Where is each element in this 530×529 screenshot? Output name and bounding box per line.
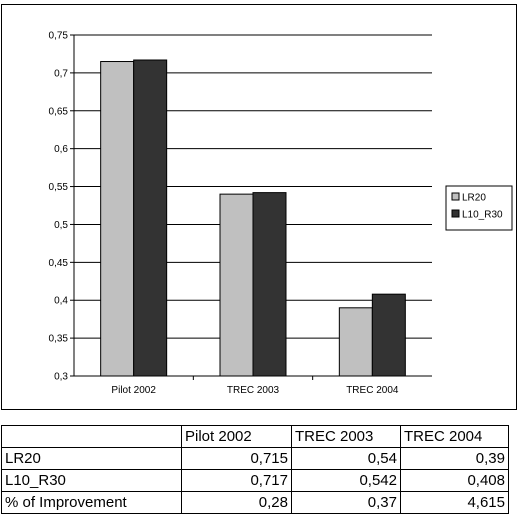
bar-lr20 [219, 193, 254, 377]
x-tick-label: TREC 2003 [227, 385, 280, 396]
table-header-cell: Pilot 2002 [181, 425, 292, 448]
y-tick-label: 0,7 [54, 68, 68, 79]
y-tick-label: 0,75 [49, 31, 69, 42]
table-row: LR20 0,715 0,54 0,39 [1, 447, 509, 470]
legend-swatch [451, 192, 460, 201]
legend-label: L10_R30 [462, 210, 503, 221]
bar-chart: 0,3 0,35 0,4 0,45 0,5 0,55 0,6 0,65 0,7 0,75 Pilot… [49, 31, 513, 396]
table-row: L10_R30 0,717 0,542 0,408 [1, 469, 509, 492]
legend-label: LR20 [462, 193, 486, 204]
table-cell: 0,28 [181, 491, 292, 514]
table-cell: 0,54 [291, 447, 401, 470]
chart-container: 0,3 0,35 0,4 0,45 0,5 0,55 0,6 0,65 0,7 0,75 Pilot… [1, 4, 517, 410]
table-cell: 0,39 [400, 447, 509, 470]
y-tick-label: 0,6 [54, 144, 68, 155]
table-header-cell [1, 425, 182, 448]
table-row: % of Improvement 0,28 0,37 4,615 [1, 491, 509, 514]
table-cell: 0,715 [181, 447, 292, 470]
y-tick-label: 0,3 [54, 372, 68, 383]
y-tick-label: 0,65 [49, 106, 69, 117]
bar-l10-r30 [371, 293, 406, 377]
y-tick-label: 0,5 [54, 220, 68, 231]
y-tick-label: 0,55 [49, 182, 69, 193]
x-tick-label: TREC 2004 [346, 385, 399, 396]
y-tick-label: 0,45 [49, 258, 69, 269]
table-header-row: Pilot 2002 TREC 2003 TREC 2004 [1, 425, 509, 448]
y-tick-label: 0,4 [54, 296, 68, 307]
table-row-label: LR20 [1, 447, 182, 470]
table-header-cell: TREC 2003 [291, 425, 401, 448]
bar-l10-r30 [252, 192, 287, 377]
legend-swatch [451, 209, 460, 218]
bar-lr20 [100, 61, 135, 377]
table-cell: 0,408 [400, 469, 509, 492]
table-cell: 0,717 [181, 469, 292, 492]
table-cell: 0,37 [291, 491, 401, 514]
table-cell: 0,542 [291, 469, 401, 492]
y-tick-label: 0,35 [49, 334, 69, 345]
table-header-cell: TREC 2004 [400, 425, 509, 448]
legend: LR20 L10_R30 [445, 185, 513, 231]
bar-lr20 [338, 307, 373, 377]
data-table: Pilot 2002 TREC 2003 TREC 2004 LR20 0,71… [1, 425, 509, 514]
table-cell: 4,615 [400, 491, 509, 514]
bar-l10-r30 [133, 59, 168, 377]
x-tick-label: Pilot 2002 [111, 385, 156, 396]
table-row-label: % of Improvement [1, 491, 182, 514]
table-row-label: L10_R30 [1, 469, 182, 492]
